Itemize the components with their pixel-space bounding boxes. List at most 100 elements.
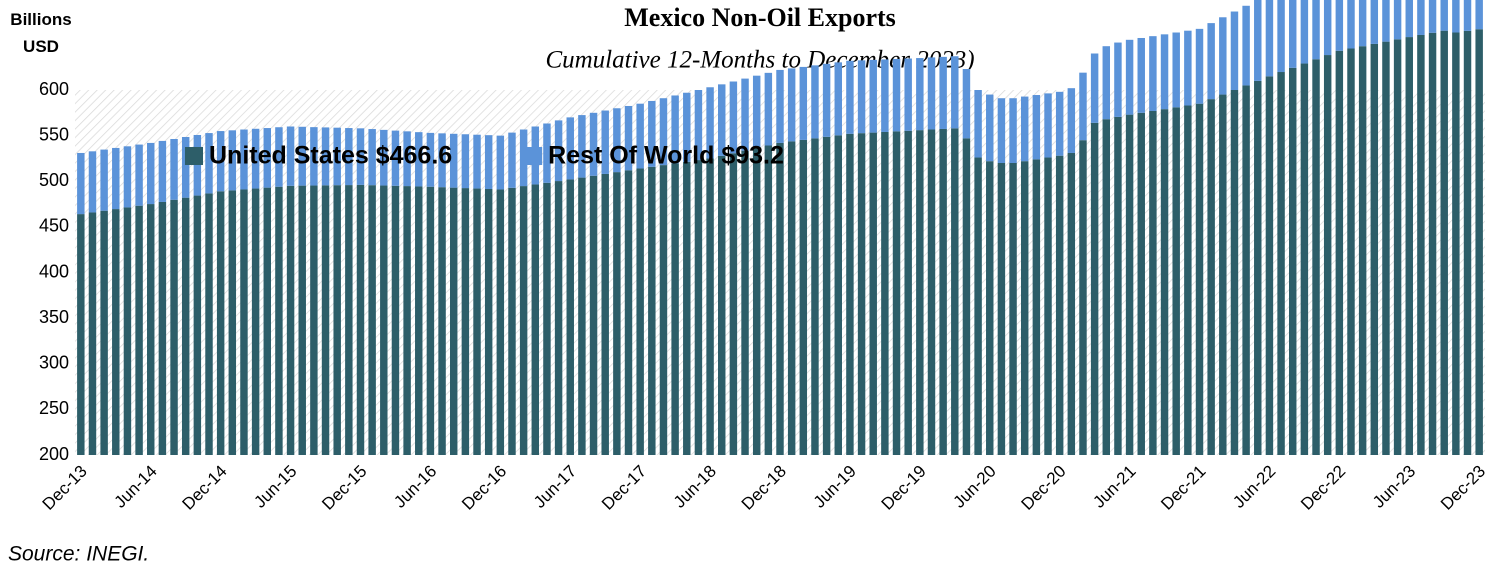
bar-segment [1230, 90, 1239, 455]
bar-segment [112, 147, 120, 210]
bar-segment [1288, 67, 1297, 456]
x-tick-label: Dec-15 [318, 462, 370, 514]
x-tick-label: Jun-17 [530, 462, 580, 512]
bar-segment [1475, 29, 1483, 455]
bar-segment [1335, 0, 1344, 51]
bar-segment [1137, 112, 1145, 455]
x-tick-label: Jun-14 [111, 462, 161, 512]
bar-segment [1114, 42, 1122, 117]
bar-segment [496, 189, 505, 455]
bar-segment [310, 127, 318, 186]
bar-segment [1172, 32, 1180, 108]
bar-segment [415, 132, 423, 187]
bar-segment [496, 135, 505, 190]
legend-label: Rest Of World $93.2 [548, 142, 784, 170]
bar-segment [1242, 5, 1250, 86]
chart-title: Mexico Non-Oil Exports [624, 3, 896, 32]
bar-segment [648, 100, 656, 167]
bar-segment [1312, 59, 1320, 455]
bar-segment [228, 130, 237, 191]
bar-segment [543, 182, 551, 455]
bar-segment [974, 90, 982, 158]
bar-segment [892, 58, 901, 132]
x-tick-label: Jun-23 [1369, 462, 1419, 512]
x-tick-label: Jun-22 [1229, 462, 1279, 512]
bar-segment [1009, 98, 1017, 163]
bar-segment [345, 128, 353, 186]
bar-segment [624, 105, 633, 171]
bar-segment [135, 144, 143, 206]
x-tick-label: Dec-14 [178, 462, 230, 514]
bar-segment [100, 210, 108, 455]
bar-segment [904, 130, 912, 455]
bar-segment [100, 149, 108, 211]
bar-segment [951, 128, 959, 455]
bar-segment [1417, 34, 1425, 455]
bar-segment [1323, 0, 1332, 56]
bar-segment [636, 168, 644, 455]
bar-segment [1323, 55, 1332, 456]
bar-segment [554, 181, 563, 455]
bar-segment [1079, 72, 1087, 141]
legend-swatch [185, 147, 203, 165]
bar-segment [380, 185, 388, 455]
bar-segment [158, 201, 167, 455]
legend-swatch [524, 147, 543, 165]
bar-segment [193, 134, 202, 196]
y-tick-label: 400 [39, 261, 69, 281]
y-tick-label: 350 [39, 307, 69, 327]
bar-segment [1475, 0, 1483, 30]
bar-segment [508, 132, 516, 188]
bar-segment [1125, 114, 1134, 455]
bar-segment [438, 187, 446, 455]
bar-segment [1032, 159, 1041, 455]
source: Source: INEGI. [8, 543, 149, 566]
bar-segment [263, 187, 272, 455]
bar-segment [531, 184, 540, 455]
bar-segment [589, 175, 598, 455]
y-axis-label: Billions USD [10, 10, 72, 56]
bar-segment [1160, 109, 1169, 455]
bar-segment [694, 160, 703, 455]
x-tick-label: Dec-17 [598, 462, 650, 514]
bar-segment [846, 60, 854, 134]
bar-segment [461, 134, 470, 189]
bar-segment [1277, 72, 1285, 456]
bar-segment [1044, 157, 1052, 455]
legend-label: United States $466.6 [209, 142, 452, 170]
bar-segment [216, 191, 225, 455]
x-tick-label: Jun-21 [1089, 462, 1139, 512]
bar-segment [1079, 140, 1087, 455]
bar-segment [240, 189, 248, 455]
bar-segment [1347, 0, 1355, 49]
bar-segment [822, 63, 831, 137]
bar-segment [1277, 0, 1285, 73]
bar-segment [1370, 43, 1379, 455]
y-tick-label: 500 [39, 170, 69, 190]
bar-segment [799, 139, 808, 455]
bar-segment [484, 189, 493, 455]
bar-segment [461, 188, 470, 455]
bar-segment [286, 185, 295, 455]
bar-segment [298, 185, 306, 455]
bar-segment [811, 65, 819, 139]
bar-segment [380, 129, 388, 186]
bar-segment [962, 69, 971, 139]
bar-segment [368, 129, 376, 186]
bar-segment [1393, 0, 1402, 40]
bar-segment [1067, 88, 1076, 153]
bar-segment [1184, 30, 1192, 106]
bar-segment [881, 59, 889, 132]
bar-segment [997, 163, 1006, 455]
bar-segment [170, 139, 178, 200]
bar-segment [1405, 0, 1413, 38]
bar-segment [1090, 53, 1099, 123]
bar-segment [648, 166, 656, 455]
bar-segment [123, 146, 132, 208]
bar-segment [356, 128, 365, 185]
bar-segment [298, 126, 306, 186]
bar-segment [916, 58, 924, 131]
bar-segment [205, 133, 213, 194]
y-tick-label: 600 [39, 79, 69, 99]
